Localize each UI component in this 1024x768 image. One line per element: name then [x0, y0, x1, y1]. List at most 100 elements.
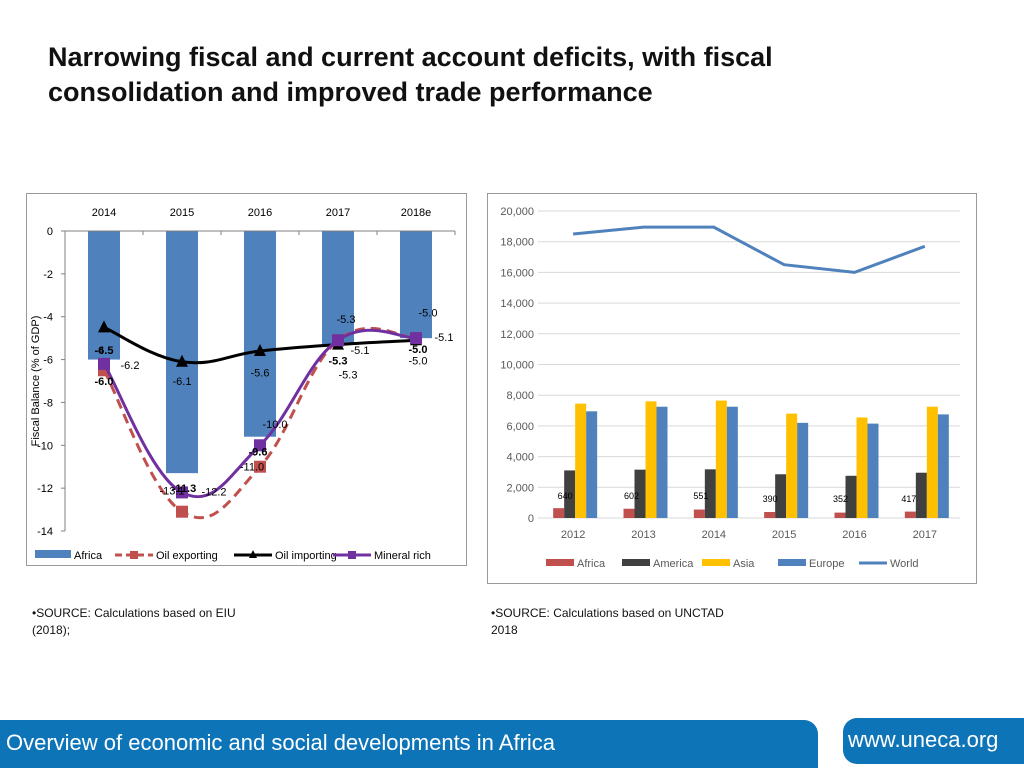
bar-america: [845, 475, 857, 518]
africa-value-label: 551: [693, 491, 708, 501]
africa-value-label: 390: [763, 494, 778, 504]
data-label: -6.2: [121, 360, 140, 372]
bar-europe: [867, 423, 879, 518]
bar-america: [704, 469, 716, 518]
y-tick-label: 4,000: [506, 452, 534, 464]
africa-value-label: 602: [624, 491, 639, 501]
marker-oil-importing: [98, 320, 110, 333]
marker-mineral-rich: [410, 332, 422, 345]
data-label: -10.0: [262, 419, 287, 431]
data-label: -5.3: [337, 314, 356, 326]
y-tick-label: 6,000: [506, 421, 534, 433]
data-label: -6.5: [95, 345, 114, 357]
legend-marker-oil-exporting: [130, 551, 138, 559]
y-tick-label: 14,000: [500, 298, 534, 310]
data-label: -12.2: [201, 486, 226, 498]
legend-label-oil-exporting: Oil exporting: [156, 550, 218, 562]
y-tick-label: -8: [43, 397, 53, 409]
bar-europe: [586, 411, 598, 518]
bar-europe: [656, 406, 668, 518]
legend-label-asia: Asia: [733, 558, 755, 570]
data-label: -5.1: [351, 345, 370, 357]
data-label: -5.0: [419, 307, 438, 319]
legend-swatch-africa: [35, 550, 71, 558]
category-label: 2012: [561, 529, 585, 541]
bar-africa: [322, 231, 354, 345]
bar-europe: [726, 406, 738, 518]
y-tick-label: -4: [43, 312, 53, 324]
category-label: 2017: [326, 207, 350, 219]
bar-asia: [786, 413, 798, 518]
y-tick-label: 10,000: [500, 360, 534, 372]
y-tick-label: 16,000: [500, 267, 534, 279]
y-tick-label: 8,000: [506, 390, 534, 402]
data-label: -4.5: [95, 345, 114, 357]
y-tick-label: -2: [43, 269, 53, 281]
y-tick-label: -6: [43, 355, 53, 367]
bar-asia: [856, 417, 868, 518]
bar-africa: [764, 512, 776, 518]
legend-marker-oil-importing: [249, 550, 257, 558]
marker-mineral-rich: [332, 334, 344, 347]
y-tick-label: 2,000: [506, 482, 534, 494]
data-label: -5.0: [409, 344, 428, 356]
legend-label-mineral-rich: Mineral rich: [374, 550, 431, 562]
data-label: -5.1: [435, 332, 454, 344]
bar-europe: [937, 414, 949, 518]
bar-asia: [715, 400, 727, 518]
y-tick-label: 18,000: [500, 237, 534, 249]
category-label: 2013: [631, 529, 655, 541]
legend-label-africa: Africa: [74, 550, 103, 562]
category-label: 2014: [92, 207, 116, 219]
legend-label-africa: Africa: [577, 558, 606, 570]
data-label: -5.0: [409, 356, 428, 368]
data-label: -9.6: [249, 447, 268, 459]
y-tick-label: 12,000: [500, 329, 534, 341]
legend-label-america: America: [653, 558, 694, 570]
data-label: -6.1: [173, 376, 192, 388]
bar-asia: [645, 401, 657, 518]
marker-oil-importing: [176, 354, 188, 367]
website-link[interactable]: www.uneca.org: [848, 727, 999, 752]
bar-africa: [904, 511, 916, 518]
bar-africa: [553, 508, 565, 518]
y-tick-label: -10: [37, 440, 53, 452]
y-tick-label: 20,000: [500, 206, 534, 218]
page-title: Narrowing fiscal and current account def…: [48, 42, 773, 107]
africa-value-label: 417: [901, 494, 916, 504]
bar-america: [775, 474, 787, 518]
source-note-right: •SOURCE: Calculations based on UNCTAD 20…: [491, 606, 724, 637]
data-label: -5.6: [251, 367, 270, 379]
bar-america: [564, 470, 576, 518]
legend-swatch-america: [622, 559, 650, 566]
category-label: 2015: [170, 207, 194, 219]
marker-mineral-rich: [254, 439, 266, 452]
bar-africa: [88, 231, 120, 360]
legend-label-world: World: [890, 558, 919, 570]
bar-africa: [166, 231, 198, 474]
fiscal-balance-chart-svg: Fiscal Balance (% of GDP) 0 -2 -4 -6 -8 -10 -12…: [30, 207, 456, 562]
url-box[interactable]: www.uneca.org: [843, 718, 1024, 764]
africa-value-label: 352: [833, 494, 848, 504]
footer-title: Overview of economic and social developm…: [6, 730, 556, 755]
category-label: 2016: [842, 529, 866, 541]
bar-america: [634, 469, 646, 518]
bar-asia: [926, 406, 938, 518]
y-axis-label: Fiscal Balance (% of GDP): [30, 316, 42, 447]
fiscal-balance-chart: Fiscal Balance (% of GDP) 0 -2 -4 -6 -8 -10 -12…: [26, 193, 467, 566]
legend-swatch-asia: [702, 559, 730, 566]
data-label: -11.3: [172, 483, 196, 495]
data-label: -5.3: [339, 370, 358, 382]
y-tick-label: 0: [528, 513, 534, 525]
source-note-left: •SOURCE: Calculations based on EIU (2018…: [32, 606, 236, 637]
legend-swatch-europe: [778, 559, 806, 566]
category-label: 2017: [913, 529, 937, 541]
legend-label-europe: Europe: [809, 558, 844, 570]
data-label: -6.0: [95, 376, 114, 388]
legend-marker-mineral-rich: [348, 551, 356, 559]
category-label: 2015: [772, 529, 796, 541]
category-label: 2014: [702, 529, 726, 541]
bar-america: [915, 472, 927, 518]
bar-africa: [244, 231, 276, 437]
marker-oil-importing: [254, 344, 266, 356]
